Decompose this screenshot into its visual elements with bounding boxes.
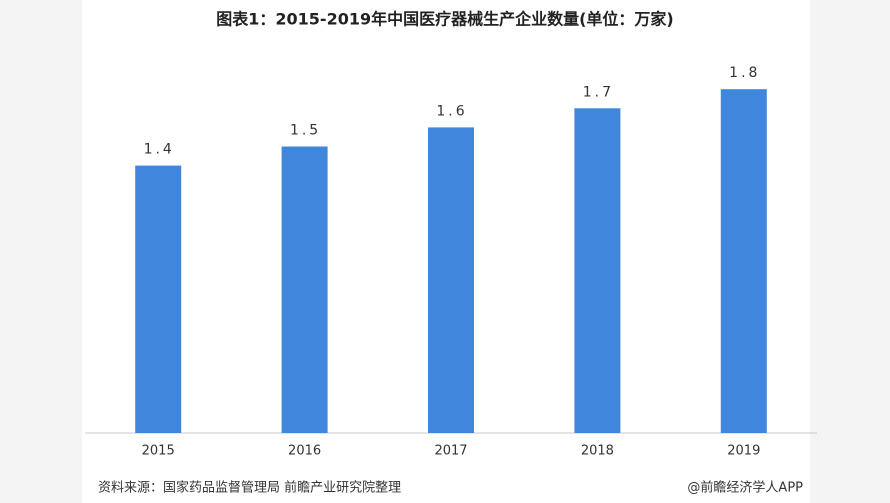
bar: [281, 146, 328, 433]
data-label: 1.6: [436, 103, 467, 119]
credit: @前瞻经济学人APP: [687, 480, 803, 496]
x-tick-label: 2017: [434, 444, 467, 459]
data-label: 1.4: [144, 142, 175, 158]
x-tick-label: 2016: [288, 444, 321, 459]
data-label: 1.7: [583, 84, 614, 100]
bar: [135, 165, 182, 433]
x-tick-label: 2019: [727, 444, 760, 459]
bar: [428, 127, 474, 434]
source-note: 资料来源：国家药品监督管理局 前瞻产业研究院整理: [98, 480, 401, 496]
data-label: 1.5: [290, 123, 321, 139]
bar: [720, 89, 767, 433]
chart-title: 图表1：2015-2019年中国医疗器械生产企业数量(单位：万家): [216, 10, 673, 29]
x-tick-label: 2018: [581, 444, 614, 459]
bar: [574, 108, 621, 434]
x-tick-label: 2015: [142, 444, 175, 459]
data-label: 1.8: [729, 65, 760, 81]
